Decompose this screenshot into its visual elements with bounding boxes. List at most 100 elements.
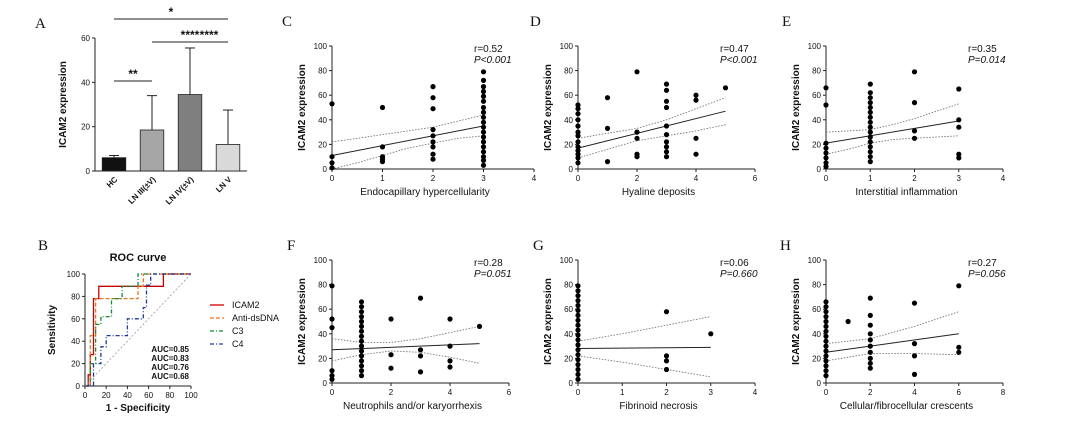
data-point: [430, 106, 436, 112]
data-point: [823, 304, 829, 310]
correlation-r: r=0.27: [968, 258, 997, 269]
bar: [139, 129, 165, 172]
data-point: [634, 154, 640, 160]
reference-diagonal: [84, 273, 192, 387]
confidence-band-lower: [825, 353, 959, 362]
x-tick-label: 0: [330, 174, 335, 183]
data-point: [823, 358, 829, 364]
y-axis-title: ICAM2 expression: [791, 64, 802, 151]
data-point: [823, 314, 829, 320]
x-tick-label: 1: [380, 174, 385, 183]
panel-letter: H: [780, 238, 791, 254]
data-point: [867, 365, 873, 371]
data-point: [823, 309, 829, 315]
category-label: HC: [105, 175, 120, 190]
data-point: [634, 69, 640, 75]
confidence-band-lower: [577, 355, 711, 378]
data-point: [867, 114, 873, 120]
x-tick-label: 1: [620, 388, 625, 397]
confidence-band-upper: [577, 97, 726, 139]
p-value: P=0.660: [720, 269, 758, 280]
x-tick-label: 4: [912, 388, 917, 397]
significance-label: ****: [200, 28, 219, 42]
data-point: [480, 98, 487, 104]
data-point: [663, 309, 670, 315]
data-point: [358, 318, 365, 325]
correlation-r: r=0.47: [720, 44, 749, 55]
panel-letter: D: [530, 14, 541, 30]
data-point: [823, 299, 829, 305]
x-axis-title: Hyaline deposits: [622, 187, 695, 198]
data-point: [845, 318, 851, 325]
data-point: [329, 165, 335, 171]
data-point: [663, 358, 670, 364]
significance-label: *: [169, 5, 174, 19]
data-point: [430, 144, 436, 150]
x-tick-label: 4: [753, 388, 758, 397]
data-point: [430, 139, 436, 145]
x-tick-label: 2: [868, 388, 873, 397]
data-point: [480, 114, 487, 120]
x-tick-label: 0: [824, 388, 829, 397]
data-point: [823, 368, 829, 374]
x-tick-label: 6: [753, 174, 758, 183]
x-tick-label: 0: [576, 174, 581, 183]
y-tick-label: 40: [81, 78, 90, 87]
x-tick-label: 4: [448, 388, 453, 397]
y-tick-label: 60: [318, 91, 327, 100]
roc-series-line: [85, 273, 191, 387]
x-tick-label: 8: [1001, 388, 1006, 397]
data-point: [722, 85, 729, 91]
y-tick-label: 0: [76, 382, 81, 391]
y-tick-label: 0: [569, 165, 574, 174]
data-point: [663, 149, 670, 155]
data-point: [358, 368, 365, 374]
y-tick-label: 60: [318, 305, 327, 314]
data-point: [663, 81, 670, 87]
data-point: [358, 353, 365, 359]
y-tick-label: 100: [808, 256, 822, 265]
data-point: [329, 376, 335, 382]
data-point: [480, 144, 487, 150]
data-point: [480, 139, 487, 145]
data-point: [480, 154, 487, 160]
data-point: [417, 295, 424, 301]
x-axis-title: 1 - Specificity: [106, 403, 171, 414]
roc-series-line: [85, 273, 191, 387]
data-point: [358, 309, 365, 315]
y-tick-label: 80: [318, 281, 327, 290]
data-point: [575, 342, 581, 348]
data-point: [430, 127, 436, 133]
auc-label: AUC=0.68: [151, 372, 189, 381]
data-point: [867, 95, 873, 101]
data-point: [447, 316, 453, 322]
data-point: [867, 109, 873, 115]
data-point: [388, 365, 394, 371]
data-point: [911, 353, 918, 359]
data-point: [358, 314, 365, 320]
data-point: [329, 325, 335, 331]
roc-series-line: [85, 273, 191, 387]
data-point: [575, 106, 581, 112]
data-point: [480, 119, 487, 125]
p-value: P=0.056: [968, 269, 1006, 280]
data-point: [329, 101, 335, 107]
data-point: [379, 104, 386, 111]
data-point: [575, 129, 581, 135]
y-tick-label: 100: [560, 42, 574, 51]
data-point: [575, 111, 581, 117]
y-tick-label: 60: [71, 315, 80, 324]
data-point: [575, 352, 581, 358]
data-point: [329, 154, 335, 160]
y-tick-label: 80: [564, 281, 573, 290]
data-point: [823, 85, 829, 91]
y-tick-label: 40: [318, 330, 327, 339]
data-point: [823, 150, 829, 156]
panel-letter: G: [533, 238, 544, 254]
data-point: [867, 124, 873, 130]
panel-letter: A: [35, 16, 46, 32]
data-point: [480, 129, 487, 135]
x-tick-label: 0: [824, 174, 829, 183]
x-tick-label: 3: [709, 388, 714, 397]
